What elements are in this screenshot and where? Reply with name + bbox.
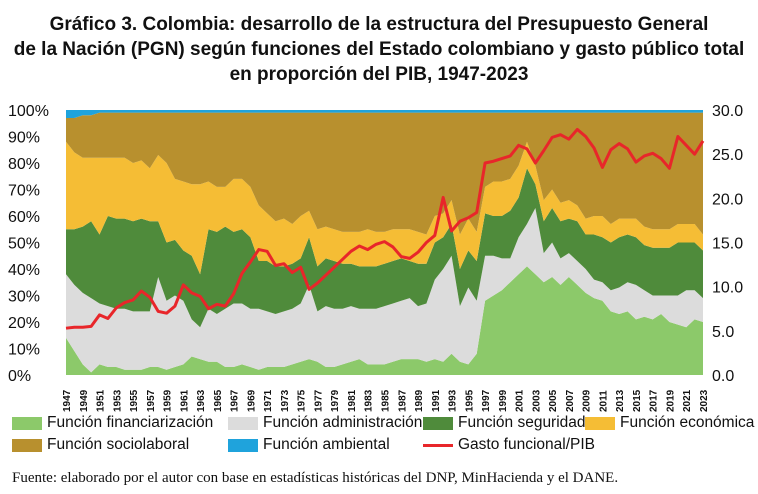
chart-title: Gráfico 3. Colombia: desarrollo de la es… <box>0 12 758 87</box>
legend-swatch-ambiental <box>228 438 258 452</box>
x-tick-label: 1999 <box>498 389 509 412</box>
source-note: Fuente: elaborado por el autor con base … <box>12 470 619 486</box>
x-tick-label: 1983 <box>364 389 375 412</box>
title-line-2: de la Nación (PGN) según funciones del E… <box>13 39 745 60</box>
y-left-tick-label: 70% <box>8 183 40 200</box>
legend-label-gasto-pib: Gasto funcional/PIB <box>458 436 595 453</box>
area-series-1 <box>66 208 703 373</box>
area-series-3 <box>66 141 703 275</box>
x-tick-label: 1963 <box>196 389 207 412</box>
y-right-tick-label: 0.0 <box>712 368 734 385</box>
title-line-1: Gráfico 3. Colombia: desarrollo de la es… <box>49 14 709 35</box>
x-tick-label: 1961 <box>179 389 190 412</box>
x-tick-label: 1995 <box>464 389 475 412</box>
x-tick-label: 1959 <box>163 389 174 412</box>
y-left-tick-label: 30% <box>8 289 40 306</box>
x-tick-label: 2011 <box>598 390 609 412</box>
x-tick-label: 1981 <box>347 389 358 412</box>
y-left-tick-label: 50% <box>8 236 40 253</box>
x-tick-label: 1971 <box>263 389 274 412</box>
y-left-tick-label: 10% <box>8 342 40 359</box>
y-right-tick-label: 25.0 <box>712 147 743 164</box>
y-left-tick-label: 90% <box>8 130 40 147</box>
legend-swatch-economica <box>585 416 615 430</box>
x-tick-label: 1969 <box>246 389 257 412</box>
legend-label-sociolaboral: Función sociolaboral <box>47 436 190 453</box>
x-tick-label: 1947 <box>62 389 73 412</box>
area-series-5 <box>66 110 703 118</box>
y-right-tick-label: 10.0 <box>712 280 743 297</box>
y-right-tick-label: 30.0 <box>712 103 743 120</box>
x-tick-label: 1977 <box>313 389 324 412</box>
x-tick-label: 1991 <box>431 389 442 412</box>
x-tick-label: 2007 <box>565 389 576 412</box>
y-right-tick-label: 15.0 <box>712 236 743 253</box>
area-series-2 <box>66 168 703 328</box>
legend-item-ambiental: Función ambiental <box>228 436 390 454</box>
y-left-tick-label: 60% <box>8 209 40 226</box>
y-left-tick-label: 40% <box>8 262 40 279</box>
y-left-tick-label: 0% <box>8 368 31 385</box>
x-tick-label: 1979 <box>330 389 341 412</box>
stacked-area-chart: 0% 10% 20% 30% 40% 50% 60% 70% 80% 90% 100% 0.0 5.0 1… <box>8 103 743 412</box>
legend-label-financiarizacion: Función financiarización <box>47 414 214 431</box>
x-tick-label: 2023 <box>699 389 710 412</box>
x-tick-label: 1993 <box>448 389 459 412</box>
x-tick-label: 2009 <box>582 389 593 412</box>
x-tick-label: 1957 <box>146 389 157 412</box>
x-tick-label: 1997 <box>481 389 492 412</box>
legend-label-seguridad: Función seguridad <box>458 414 586 431</box>
legend: Función financiarización Función adminis… <box>0 414 758 464</box>
legend-item-administracion: Función administración <box>228 414 422 432</box>
x-tick-label: 2015 <box>632 389 643 412</box>
line-series-gasto-pib <box>65 127 705 330</box>
x-tick-label: 2019 <box>665 389 676 412</box>
x-tick-label: 1975 <box>297 389 308 412</box>
legend-item-seguridad: Función seguridad <box>423 414 586 432</box>
legend-item-gasto-pib: Gasto funcional/PIB <box>423 436 595 454</box>
x-tick-label: 2001 <box>515 389 526 412</box>
legend-item-financiarizacion: Función financiarización <box>12 414 213 432</box>
x-tick-label: 1953 <box>112 389 123 412</box>
x-tick-label: 1949 <box>79 389 90 412</box>
legend-item-economica: Función económica <box>585 414 754 432</box>
x-tick-label: 2003 <box>531 389 542 412</box>
legend-label-economica: Función económica <box>620 414 755 431</box>
legend-swatch-gasto-pib <box>423 443 453 447</box>
y-right-tick-label: 5.0 <box>712 324 734 341</box>
x-tick-label: 1973 <box>280 389 291 412</box>
area-series-4 <box>66 112 703 235</box>
x-tick-label: 1967 <box>230 389 241 412</box>
x-tick-label: 1951 <box>96 389 107 412</box>
y-right-tick-label: 20.0 <box>712 191 743 208</box>
x-tick-label: 1965 <box>213 389 224 412</box>
x-tick-label: 2017 <box>649 389 660 412</box>
y-left-tick-label: 80% <box>8 156 40 173</box>
legend-swatch-seguridad <box>423 416 453 430</box>
legend-swatch-administracion <box>228 416 258 430</box>
x-tick-label: 1987 <box>397 389 408 412</box>
area-series-0 <box>66 266 703 375</box>
x-tick-label: 2005 <box>548 389 559 412</box>
x-tick-label: 2021 <box>682 389 693 412</box>
legend-label-administracion: Función administración <box>263 414 423 431</box>
legend-swatch-sociolaboral <box>12 438 42 452</box>
x-tick-label: 1955 <box>129 389 140 412</box>
y-left-tick-label: 20% <box>8 315 40 332</box>
title-line-3: en proporción del PIB, 1947-2023 <box>229 64 529 85</box>
x-tick-label: 1989 <box>414 389 425 412</box>
legend-item-sociolaboral: Función sociolaboral <box>12 436 189 454</box>
legend-swatch-financiarizacion <box>12 416 42 430</box>
x-tick-label: 1985 <box>381 389 392 412</box>
legend-label-ambiental: Función ambiental <box>263 436 390 453</box>
y-left-tick-label: 100% <box>8 103 49 120</box>
x-tick-label: 2013 <box>615 389 626 412</box>
